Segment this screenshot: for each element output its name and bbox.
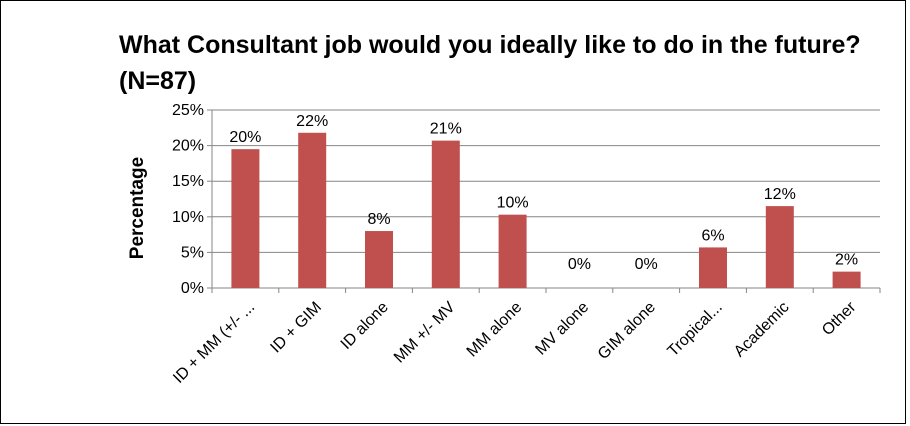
x-category-label: ID + GIM [267, 299, 325, 357]
x-category-label: MV alone [532, 299, 592, 359]
data-labels: 20% 22% 8% 21% 10% 0% 0% 6% 12% 2% [229, 113, 858, 273]
x-category-label: MM +/- MV [391, 299, 459, 367]
bar [431, 140, 460, 288]
data-label: 8% [367, 211, 390, 228]
y-tick-label: 20% [172, 138, 204, 155]
category-labels: ID + MM (+/- ... ID + GIM ID alone MM +/- M… [170, 298, 860, 387]
bar [699, 247, 727, 288]
x-category-label: Other [819, 298, 860, 339]
x-category-label: MM alone [464, 299, 526, 361]
y-tick-label: 5% [181, 244, 204, 261]
data-label: 0% [568, 256, 591, 273]
bars [231, 132, 861, 288]
chart-title: What Consultant job would you ideally li… [119, 31, 861, 95]
y-tick-label: 15% [172, 173, 204, 190]
x-category-label: Tropical... [665, 299, 726, 360]
y-tick-label: 10% [172, 209, 204, 226]
y-tick-label: 0% [181, 280, 204, 297]
data-label: 20% [229, 129, 261, 146]
x-category-label: ID alone [338, 299, 392, 353]
bar [365, 231, 393, 288]
data-label: 12% [764, 186, 796, 203]
data-label: 2% [835, 252, 858, 269]
data-label: 22% [296, 113, 328, 130]
x-category-label: Academic [731, 299, 793, 361]
y-tick-label: 25% [172, 102, 204, 119]
data-label: 21% [430, 121, 462, 138]
x-category-label: GIM alone [595, 299, 659, 363]
data-label: 10% [497, 195, 529, 212]
bar [765, 206, 794, 288]
bar [832, 271, 861, 288]
bar [231, 149, 260, 288]
y-axis-label: Percentage [127, 157, 148, 259]
data-label: 0% [635, 256, 658, 273]
data-label: 6% [701, 227, 724, 244]
bar [298, 132, 327, 288]
x-category-label: ID + MM (+/- ... [170, 299, 258, 387]
bar [498, 214, 527, 288]
